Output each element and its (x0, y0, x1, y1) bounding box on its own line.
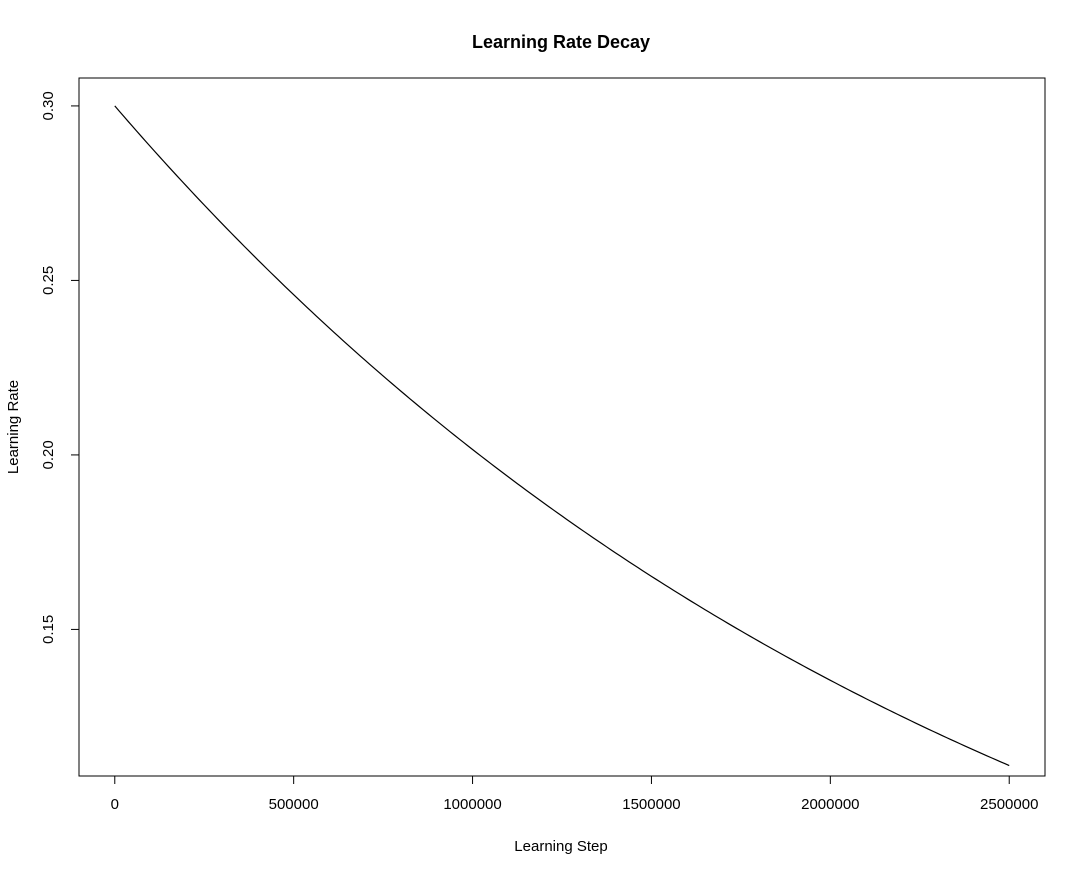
x-tick-label: 500000 (269, 796, 319, 813)
x-tick-label: 1000000 (443, 796, 501, 813)
x-tick-label: 2500000 (980, 796, 1038, 813)
x-tick-label: 2000000 (801, 796, 859, 813)
y-axis-label: Learning Rate (5, 380, 22, 474)
series-line (114, 105, 1010, 767)
chart-title: Learning Rate Decay (472, 32, 650, 52)
y-tick-label: 0.25 (40, 266, 57, 295)
plot-frame (78, 77, 1046, 777)
y-tick-label: 0.20 (40, 440, 57, 469)
y-axis: 0.15 0.20 0.25 0.30 (40, 91, 79, 644)
x-axis: 0 500000 1000000 1500000 2000000 2500000 (111, 776, 1038, 813)
x-tick-label: 0 (111, 796, 119, 813)
x-axis-label: Learning Step (514, 838, 607, 855)
y-tick-label: 0.15 (40, 615, 57, 644)
x-tick-label: 1500000 (622, 796, 680, 813)
y-tick-label: 0.30 (40, 91, 57, 120)
